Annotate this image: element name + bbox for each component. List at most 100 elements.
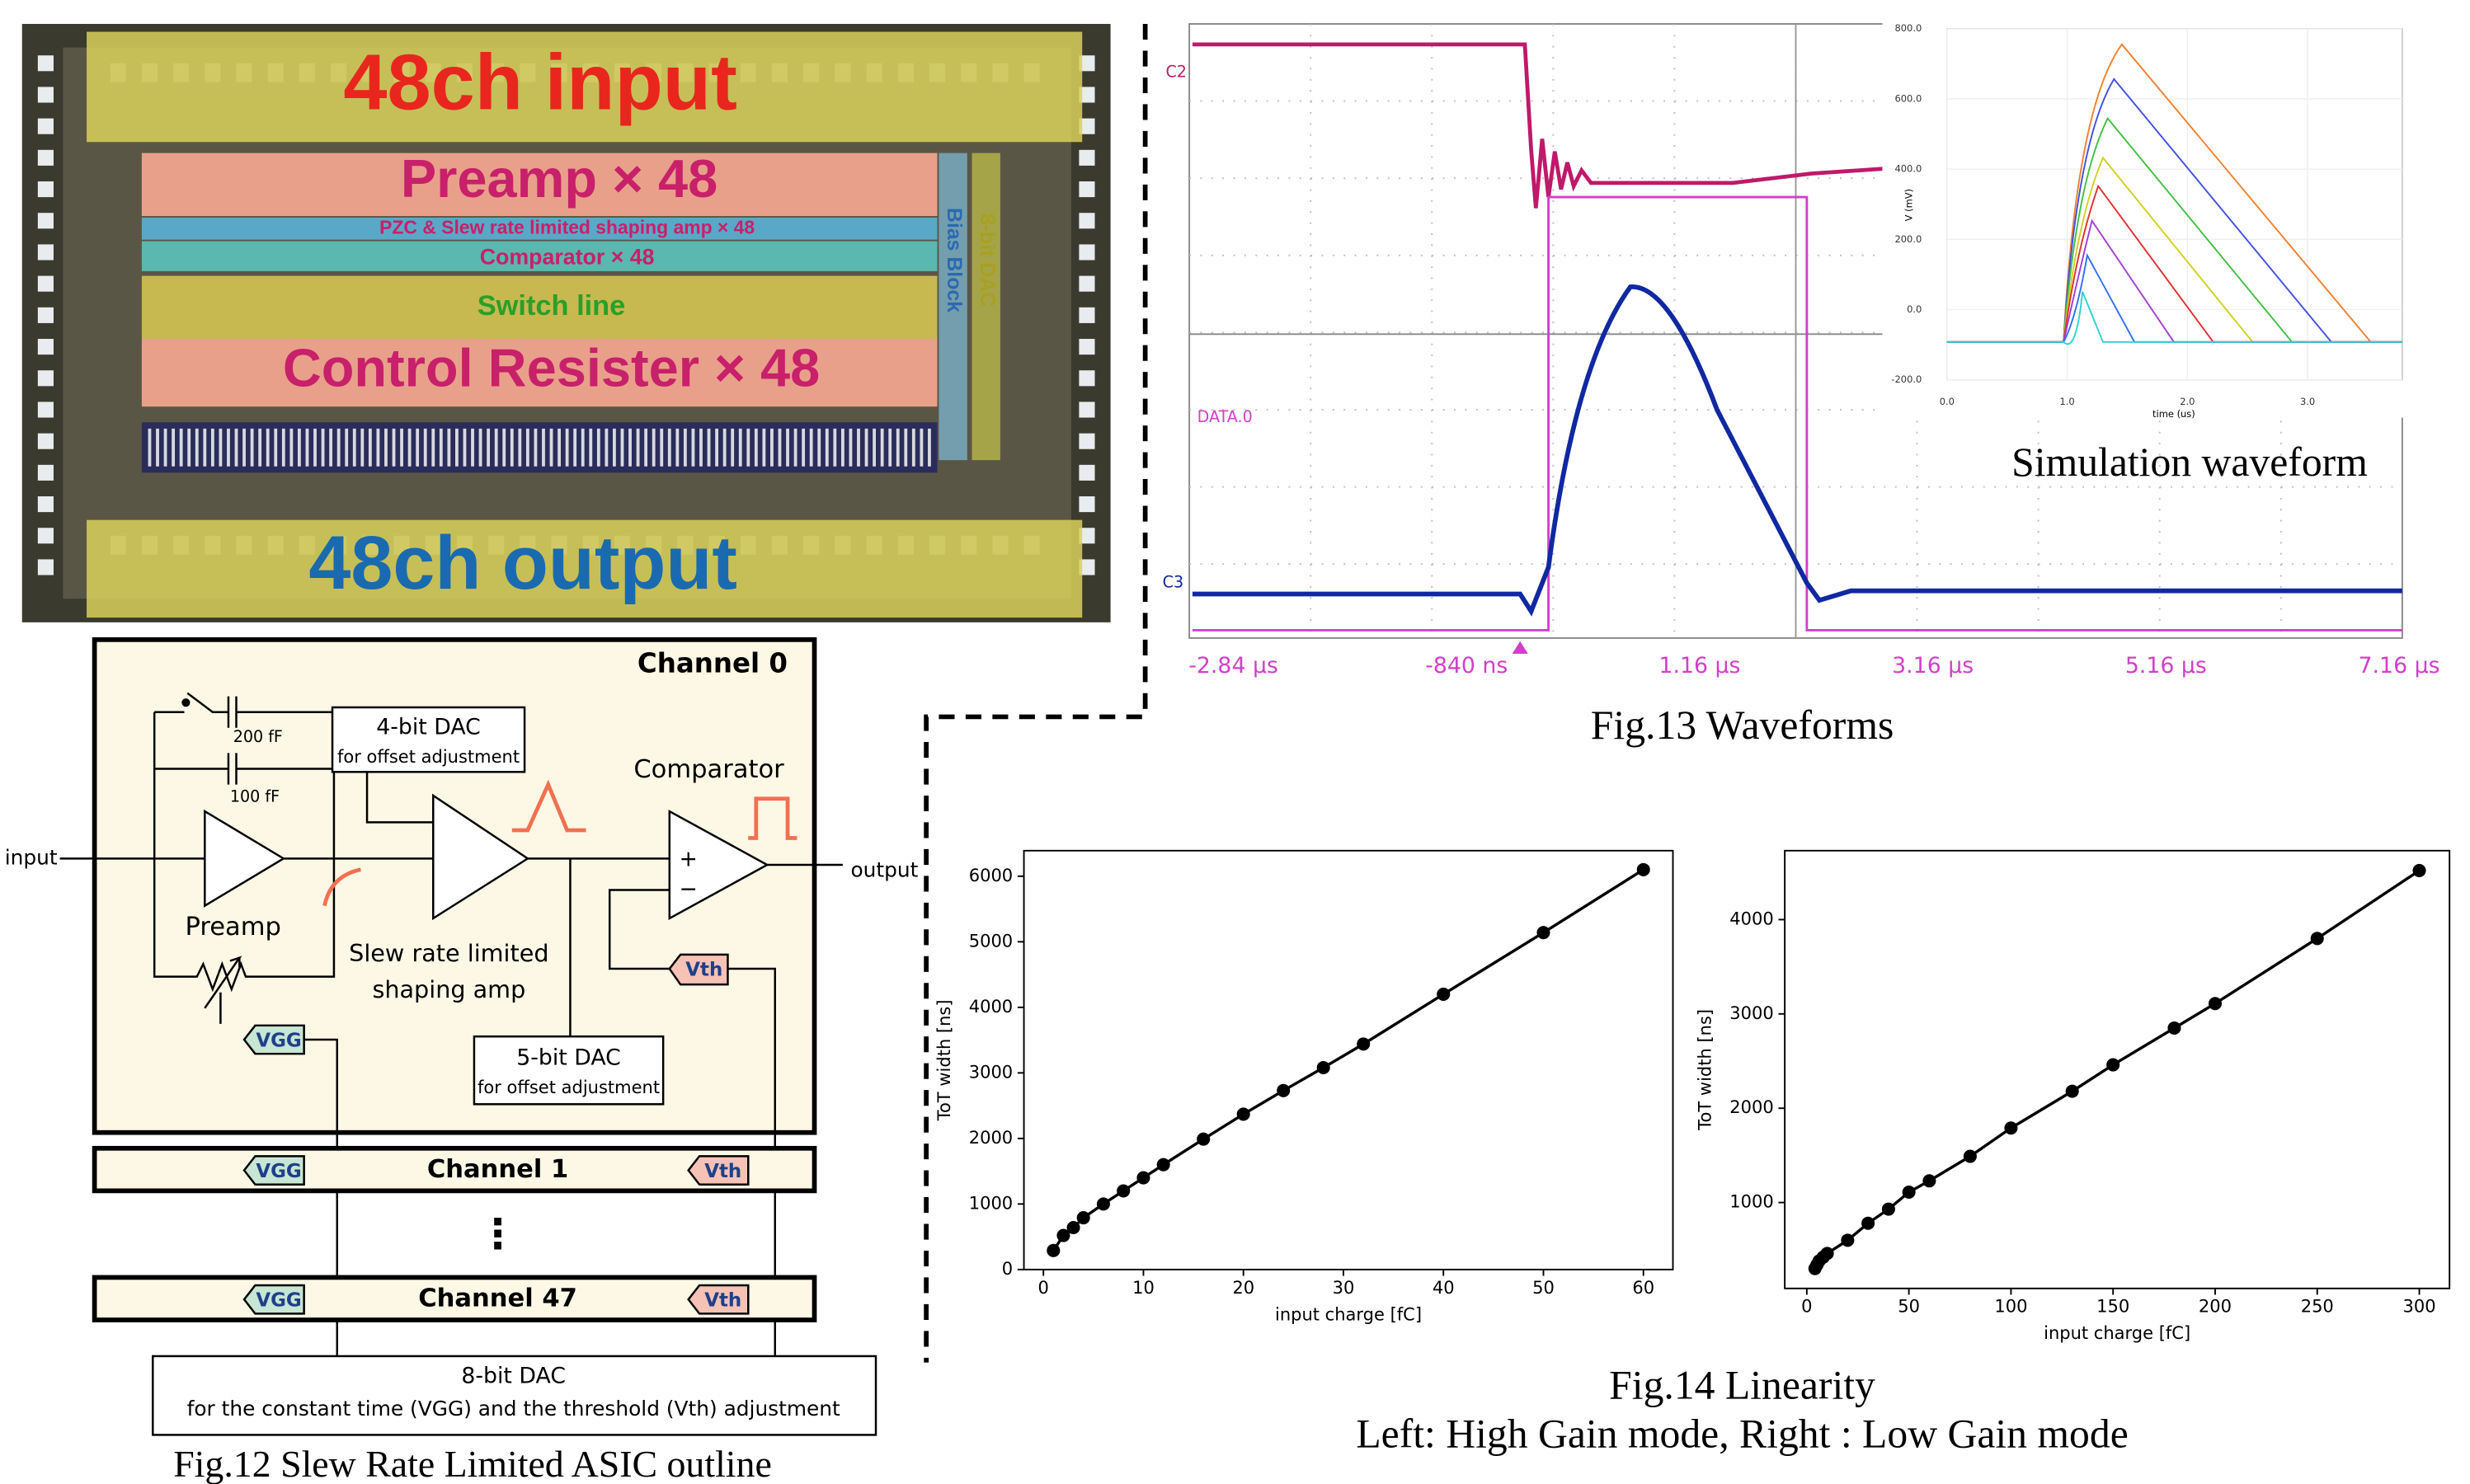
- y-tick-label: 6000: [969, 865, 1013, 885]
- pad: [38, 370, 54, 386]
- label: Comparator: [633, 755, 784, 784]
- data-point: [2167, 1021, 2181, 1035]
- pad: [1079, 434, 1094, 449]
- x-tick-label: 0: [1038, 1277, 1049, 1298]
- inset-xlabel: time (us): [2152, 408, 2195, 420]
- inset-ylabel: V (mV): [1903, 189, 1915, 221]
- x-tick-label: 200: [2199, 1296, 2232, 1317]
- data-point: [1117, 1184, 1130, 1197]
- pad: [1079, 339, 1094, 355]
- chip-label: 8-bit DAC: [976, 214, 998, 307]
- pad: [38, 181, 54, 197]
- data-point: [1861, 1217, 1875, 1230]
- label: 4-bit DAC: [376, 714, 481, 740]
- inset-tick-label: -200.0: [1891, 373, 1922, 385]
- label: 5-bit DAC: [516, 1045, 621, 1070]
- pad: [38, 402, 54, 417]
- pad: [38, 339, 54, 355]
- pad: [38, 559, 54, 575]
- label: Channel 47: [418, 1284, 577, 1313]
- y-tick-label: 4000: [969, 996, 1013, 1017]
- data-point: [1077, 1211, 1090, 1224]
- y-tick-label: 1000: [969, 1192, 1013, 1213]
- label: 8-bit DAC: [461, 1363, 566, 1388]
- inset-tick-label: 600.0: [1894, 92, 1922, 104]
- page: {"chip_photo":{"labels":{"input":"48ch i…: [0, 0, 2470, 1484]
- data-point: [1903, 1186, 1916, 1199]
- caption: Left: High Gain mode, Right : Low Gain m…: [1356, 1411, 2128, 1457]
- pad: [38, 465, 54, 481]
- data-point: [1197, 1133, 1210, 1146]
- label: VGG: [256, 1161, 301, 1182]
- caption: Fig.13 Waveforms: [1591, 702, 1894, 748]
- pad: [1079, 213, 1094, 228]
- y-tick-label: 1000: [1729, 1191, 1773, 1212]
- label: VGG: [256, 1290, 301, 1312]
- trace-label: C3: [1163, 573, 1183, 592]
- data-point: [1964, 1150, 1977, 1163]
- data-point: [2311, 932, 2324, 945]
- y-tick-label: 4000: [1729, 908, 1773, 928]
- x-tick-label: 0: [1801, 1296, 1812, 1317]
- label: Vth: [704, 1161, 741, 1182]
- y-tick-label: 2000: [969, 1127, 1013, 1148]
- data-point: [1157, 1158, 1170, 1172]
- x-tick-label: 30: [1333, 1277, 1355, 1298]
- pad: [1079, 181, 1094, 197]
- data-point: [1047, 1244, 1060, 1257]
- data-point: [1357, 1037, 1370, 1050]
- x-tick-label: 250: [2301, 1296, 2334, 1317]
- x-tick-label: 20: [1232, 1277, 1254, 1298]
- data-point: [1882, 1203, 1895, 1216]
- pad: [38, 308, 54, 323]
- oscilloscope: C2 DATA.0 C3 -2.84 µs-840 ns1.16 µs3.16 …: [1163, 19, 2440, 748]
- x-tick-label: 10: [1132, 1277, 1155, 1298]
- label: 200 fF: [233, 727, 283, 746]
- pad: [38, 55, 54, 71]
- label: Channel 1: [427, 1155, 568, 1184]
- data-point: [1922, 1174, 1936, 1187]
- inset-tick-label: 1.0: [2059, 396, 2074, 407]
- label: shaping amp: [372, 975, 525, 1003]
- data-point: [2066, 1085, 2079, 1098]
- x-tick-label: 50: [1898, 1296, 1920, 1317]
- x-tick-label: 60: [1632, 1277, 1654, 1298]
- caption: Fig.12 Slew Rate Limited ASIC outline: [173, 1443, 772, 1484]
- pad: [1079, 402, 1094, 417]
- inset-tick-label: 0.0: [1940, 396, 1955, 407]
- data-point: [1536, 926, 1550, 939]
- scope-tick-label: 5.16 µs: [2125, 653, 2207, 679]
- pad: [1079, 150, 1094, 166]
- pad: [1079, 370, 1094, 386]
- label: +: [680, 847, 698, 872]
- pad: [38, 150, 54, 166]
- data-point: [1821, 1247, 1834, 1260]
- label: −: [680, 876, 698, 902]
- figure: 48ch input Preamp × 48 PZC & Slew rate l…: [0, 0, 2470, 1484]
- pad: [38, 434, 54, 449]
- x-tick-label: 40: [1433, 1277, 1455, 1298]
- y-tick-label: 0: [1002, 1258, 1013, 1279]
- pad: [1079, 465, 1094, 481]
- chip-label: Control Resister × 48: [283, 337, 820, 397]
- inset-tick-label: 200.0: [1894, 233, 1922, 245]
- chip-label: Bias Block: [943, 208, 965, 312]
- chip-label: 48ch input: [343, 40, 737, 127]
- chip-label: Preamp × 48: [401, 148, 717, 209]
- label: Vth: [704, 1290, 741, 1312]
- inset-tick-label: 400.0: [1894, 163, 1922, 175]
- linearity-charts: 01020304050600100020003000400050006000in…: [934, 851, 2449, 1343]
- pad: [38, 244, 54, 260]
- inset-tick-label: 3.0: [2300, 396, 2315, 407]
- chip-label: PZC & Slew rate limited shaping amp × 48: [379, 216, 755, 237]
- label: for offset adjustment: [478, 1077, 660, 1097]
- label: input: [5, 845, 58, 869]
- x-tick-label: 100: [1994, 1296, 2027, 1317]
- pad: [38, 496, 54, 512]
- label: 100 fF: [230, 787, 280, 805]
- chip-label: 48ch output: [308, 521, 736, 605]
- inset-tick-label: 0.0: [1907, 303, 1922, 315]
- data-point: [1136, 1172, 1150, 1185]
- data-point: [2106, 1059, 2119, 1072]
- pad: [38, 276, 54, 292]
